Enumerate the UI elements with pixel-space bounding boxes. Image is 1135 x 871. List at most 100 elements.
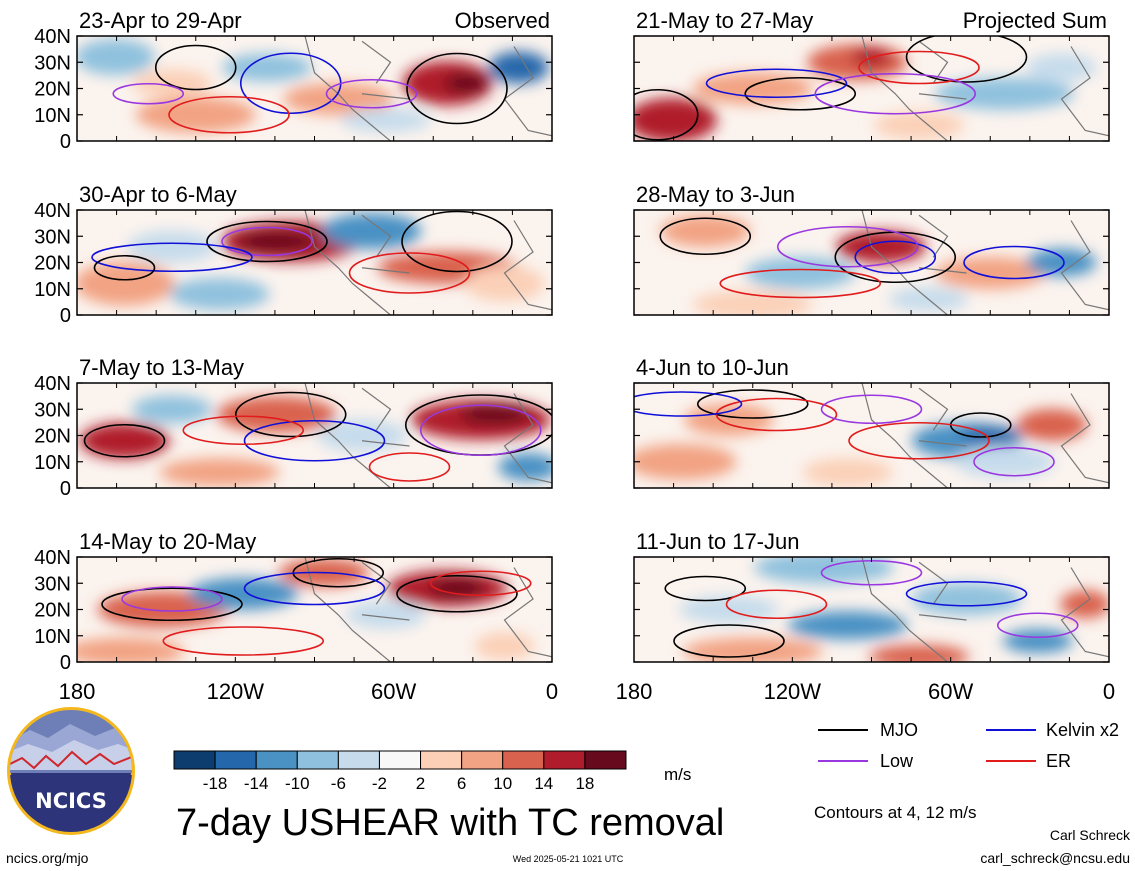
colorbar-swatch [337, 750, 380, 770]
shear-shading [634, 98, 717, 141]
contour-mjo [401, 210, 513, 273]
contour-er [368, 452, 451, 482]
lon-tick-label: 180 [59, 679, 96, 704]
contour-low [121, 586, 223, 612]
legend-label-low: Low [880, 751, 914, 771]
shear-shading [460, 404, 530, 425]
colorbar-tick-label: -14 [244, 774, 269, 793]
shear-shading [935, 257, 1046, 289]
colorbar-swatch [584, 750, 627, 770]
contour-kelvin [905, 580, 1028, 607]
shear-shading [317, 419, 407, 452]
colorbar-tick-label: -18 [203, 774, 228, 793]
shear-shading [682, 637, 823, 662]
contour-mjo [634, 88, 699, 141]
footer-email: carl_schreck@ncsu.edu [980, 850, 1130, 866]
shear-shading [77, 39, 155, 75]
coastline [918, 214, 1109, 311]
shear-shading [77, 261, 175, 306]
lon-tick-label: 0 [1103, 679, 1115, 704]
footer-author: Carl Schreck [1050, 827, 1131, 843]
shear-shading [236, 231, 317, 252]
shear-shading [132, 69, 212, 98]
contour-kelvin [243, 419, 386, 462]
lon-tick-label: 120W [207, 679, 265, 704]
map-panel: 14-May to 20-May 40N 30N 20N 10N 0 180 120W 60W 0 [34, 529, 558, 704]
shear-shading [159, 458, 280, 487]
lon-tick-label: 180 [616, 679, 653, 704]
legend-label-kelvin: Kelvin x2 [1046, 720, 1119, 740]
shear-shading [345, 600, 426, 629]
contour-mjo [664, 575, 747, 602]
map-panel: 11-Jun to 17-Jun 180 120W 60W 0 [616, 529, 1115, 704]
lat-tick-label: 30N [34, 399, 71, 421]
contour-er [858, 50, 980, 85]
lon-tick-label: 60W [371, 679, 416, 704]
shear-shading [911, 583, 1022, 615]
projected-label: Projected Sum [963, 8, 1107, 33]
contour-low [814, 72, 977, 115]
coastline [861, 383, 948, 488]
contour-kelvin [705, 68, 848, 99]
colorbar-swatch [543, 750, 586, 770]
contour-kelvin [634, 391, 743, 417]
shear-shading [464, 265, 545, 302]
map-panel: 28-May to 3-Jun [633, 182, 1110, 316]
contour-er [182, 415, 305, 446]
map-panel: 23-Apr to 29-Apr 40N 30N 20N 10N 0 Observed [34, 8, 553, 153]
shear-shading [340, 108, 431, 132]
contour-mjo [406, 52, 508, 125]
lat-tick-label: 40N [34, 547, 71, 569]
colorbar-swatch [173, 750, 216, 770]
panel-title: 11-Jun to 17-Jun [636, 529, 799, 554]
coastline [861, 557, 948, 662]
colorbar-tick-label: 10 [493, 774, 512, 793]
observed-label: Observed [455, 8, 550, 33]
contour-mjo [659, 217, 752, 256]
shear-shading [934, 77, 1075, 110]
lat-tick-label: 40N [34, 200, 71, 222]
shear-shading [787, 611, 908, 640]
contour-mjo [206, 220, 328, 263]
lat-tick-label: 20N [34, 600, 71, 622]
main-title: 7-day USHEAR with TC removal [176, 802, 724, 844]
shear-shading [1026, 53, 1097, 82]
contour-low [112, 82, 185, 105]
coastline [918, 561, 1109, 658]
shear-shading [754, 557, 894, 584]
shear-shading [77, 637, 185, 662]
legend-label-mjo: MJO [880, 720, 918, 740]
colorbar-swatch [378, 750, 422, 770]
contour-mjo [744, 76, 857, 111]
shear-shading [745, 257, 856, 289]
contour-low [325, 78, 418, 109]
shear-shading [869, 644, 969, 662]
legend: MJO Kelvin x2 Low ER [818, 720, 1119, 771]
colorbar-tick-label: 6 [457, 774, 466, 793]
contour-er [162, 626, 325, 656]
panel-title: 21-May to 27-May [636, 8, 813, 33]
lat-tick-label: 30N [34, 573, 71, 595]
lat-tick-label: 0 [60, 652, 71, 674]
lat-tick-label: 40N [34, 373, 71, 395]
shear-shading [836, 230, 926, 263]
contour-er [348, 252, 471, 294]
shear-shading [1026, 248, 1097, 277]
colorbar-swatch [214, 750, 257, 770]
coastline [861, 36, 948, 141]
shear-shading [222, 53, 312, 82]
contour-low [820, 394, 923, 425]
colorbar-tick-label: 18 [575, 774, 594, 793]
lat-tick-label: 10N [34, 452, 71, 474]
panel-title: 23-Apr to 29-Apr [79, 8, 242, 33]
lat-tick-label: 0 [60, 131, 71, 153]
contour-low [419, 404, 542, 457]
legend-label-er: ER [1046, 751, 1071, 771]
shear-shading [216, 396, 337, 433]
coastline [304, 36, 391, 141]
colorbar-tick-label: 14 [534, 774, 553, 793]
contour-er [719, 268, 882, 299]
contour-kelvin [854, 240, 937, 275]
map-panel: 30-Apr to 6-May 40N 30N 20N 10N 0 [34, 182, 553, 327]
